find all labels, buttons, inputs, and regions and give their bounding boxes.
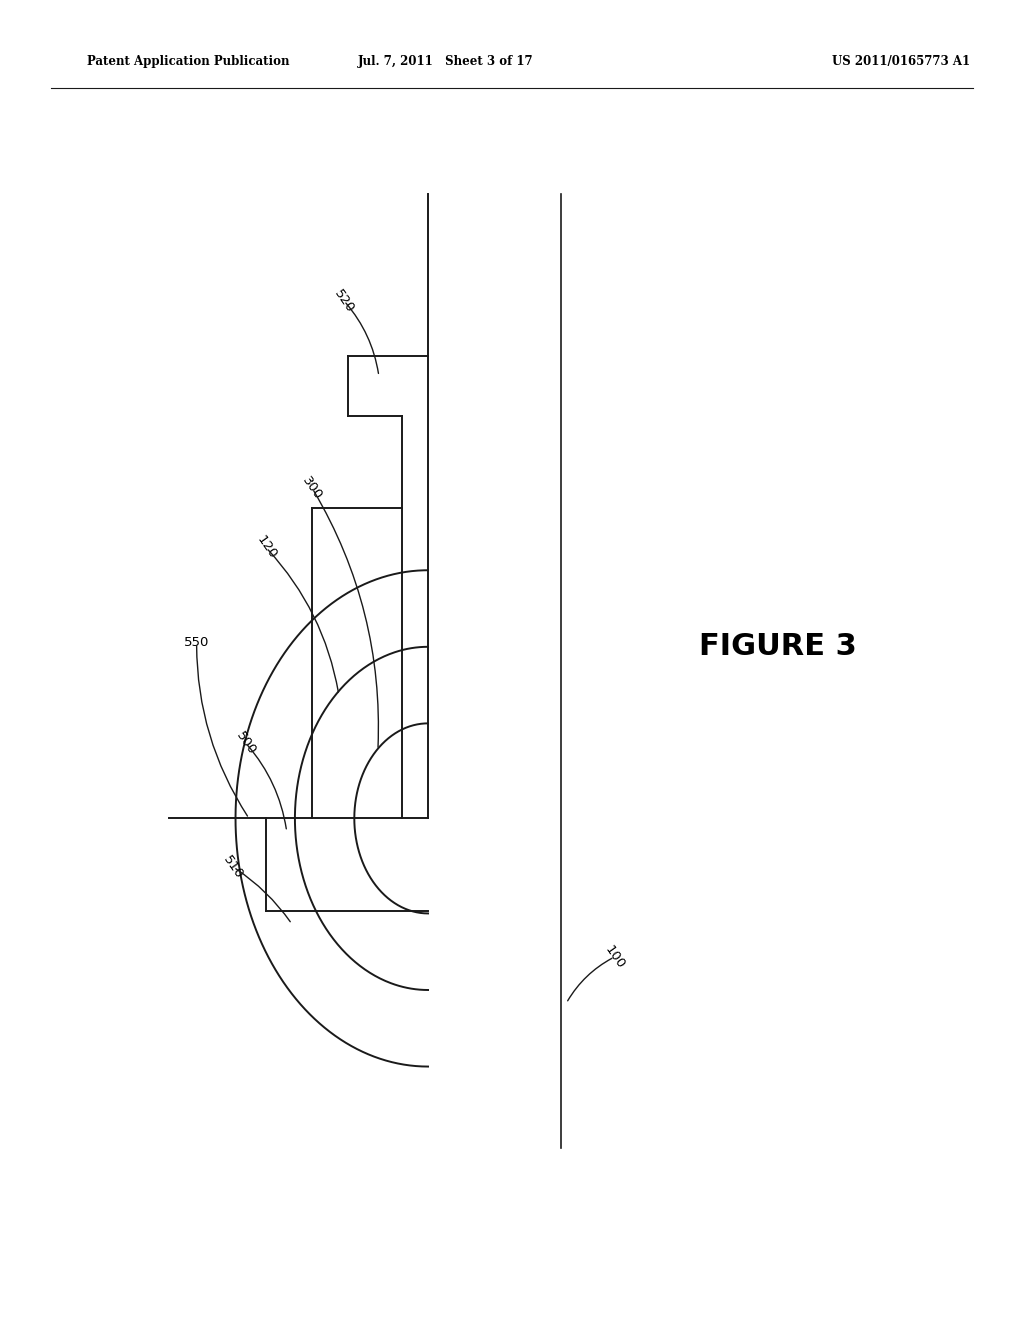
Text: Patent Application Publication: Patent Application Publication xyxy=(87,55,290,67)
Text: 520: 520 xyxy=(332,286,356,315)
Text: 550: 550 xyxy=(184,636,209,649)
Text: 510: 510 xyxy=(221,853,246,882)
Text: 300: 300 xyxy=(300,474,325,503)
Text: US 2011/0165773 A1: US 2011/0165773 A1 xyxy=(833,55,970,67)
Text: 500: 500 xyxy=(233,729,258,758)
Text: Jul. 7, 2011   Sheet 3 of 17: Jul. 7, 2011 Sheet 3 of 17 xyxy=(357,55,534,67)
Text: 120: 120 xyxy=(254,533,279,562)
Text: FIGURE 3: FIGURE 3 xyxy=(699,632,857,661)
Text: 100: 100 xyxy=(602,942,627,972)
